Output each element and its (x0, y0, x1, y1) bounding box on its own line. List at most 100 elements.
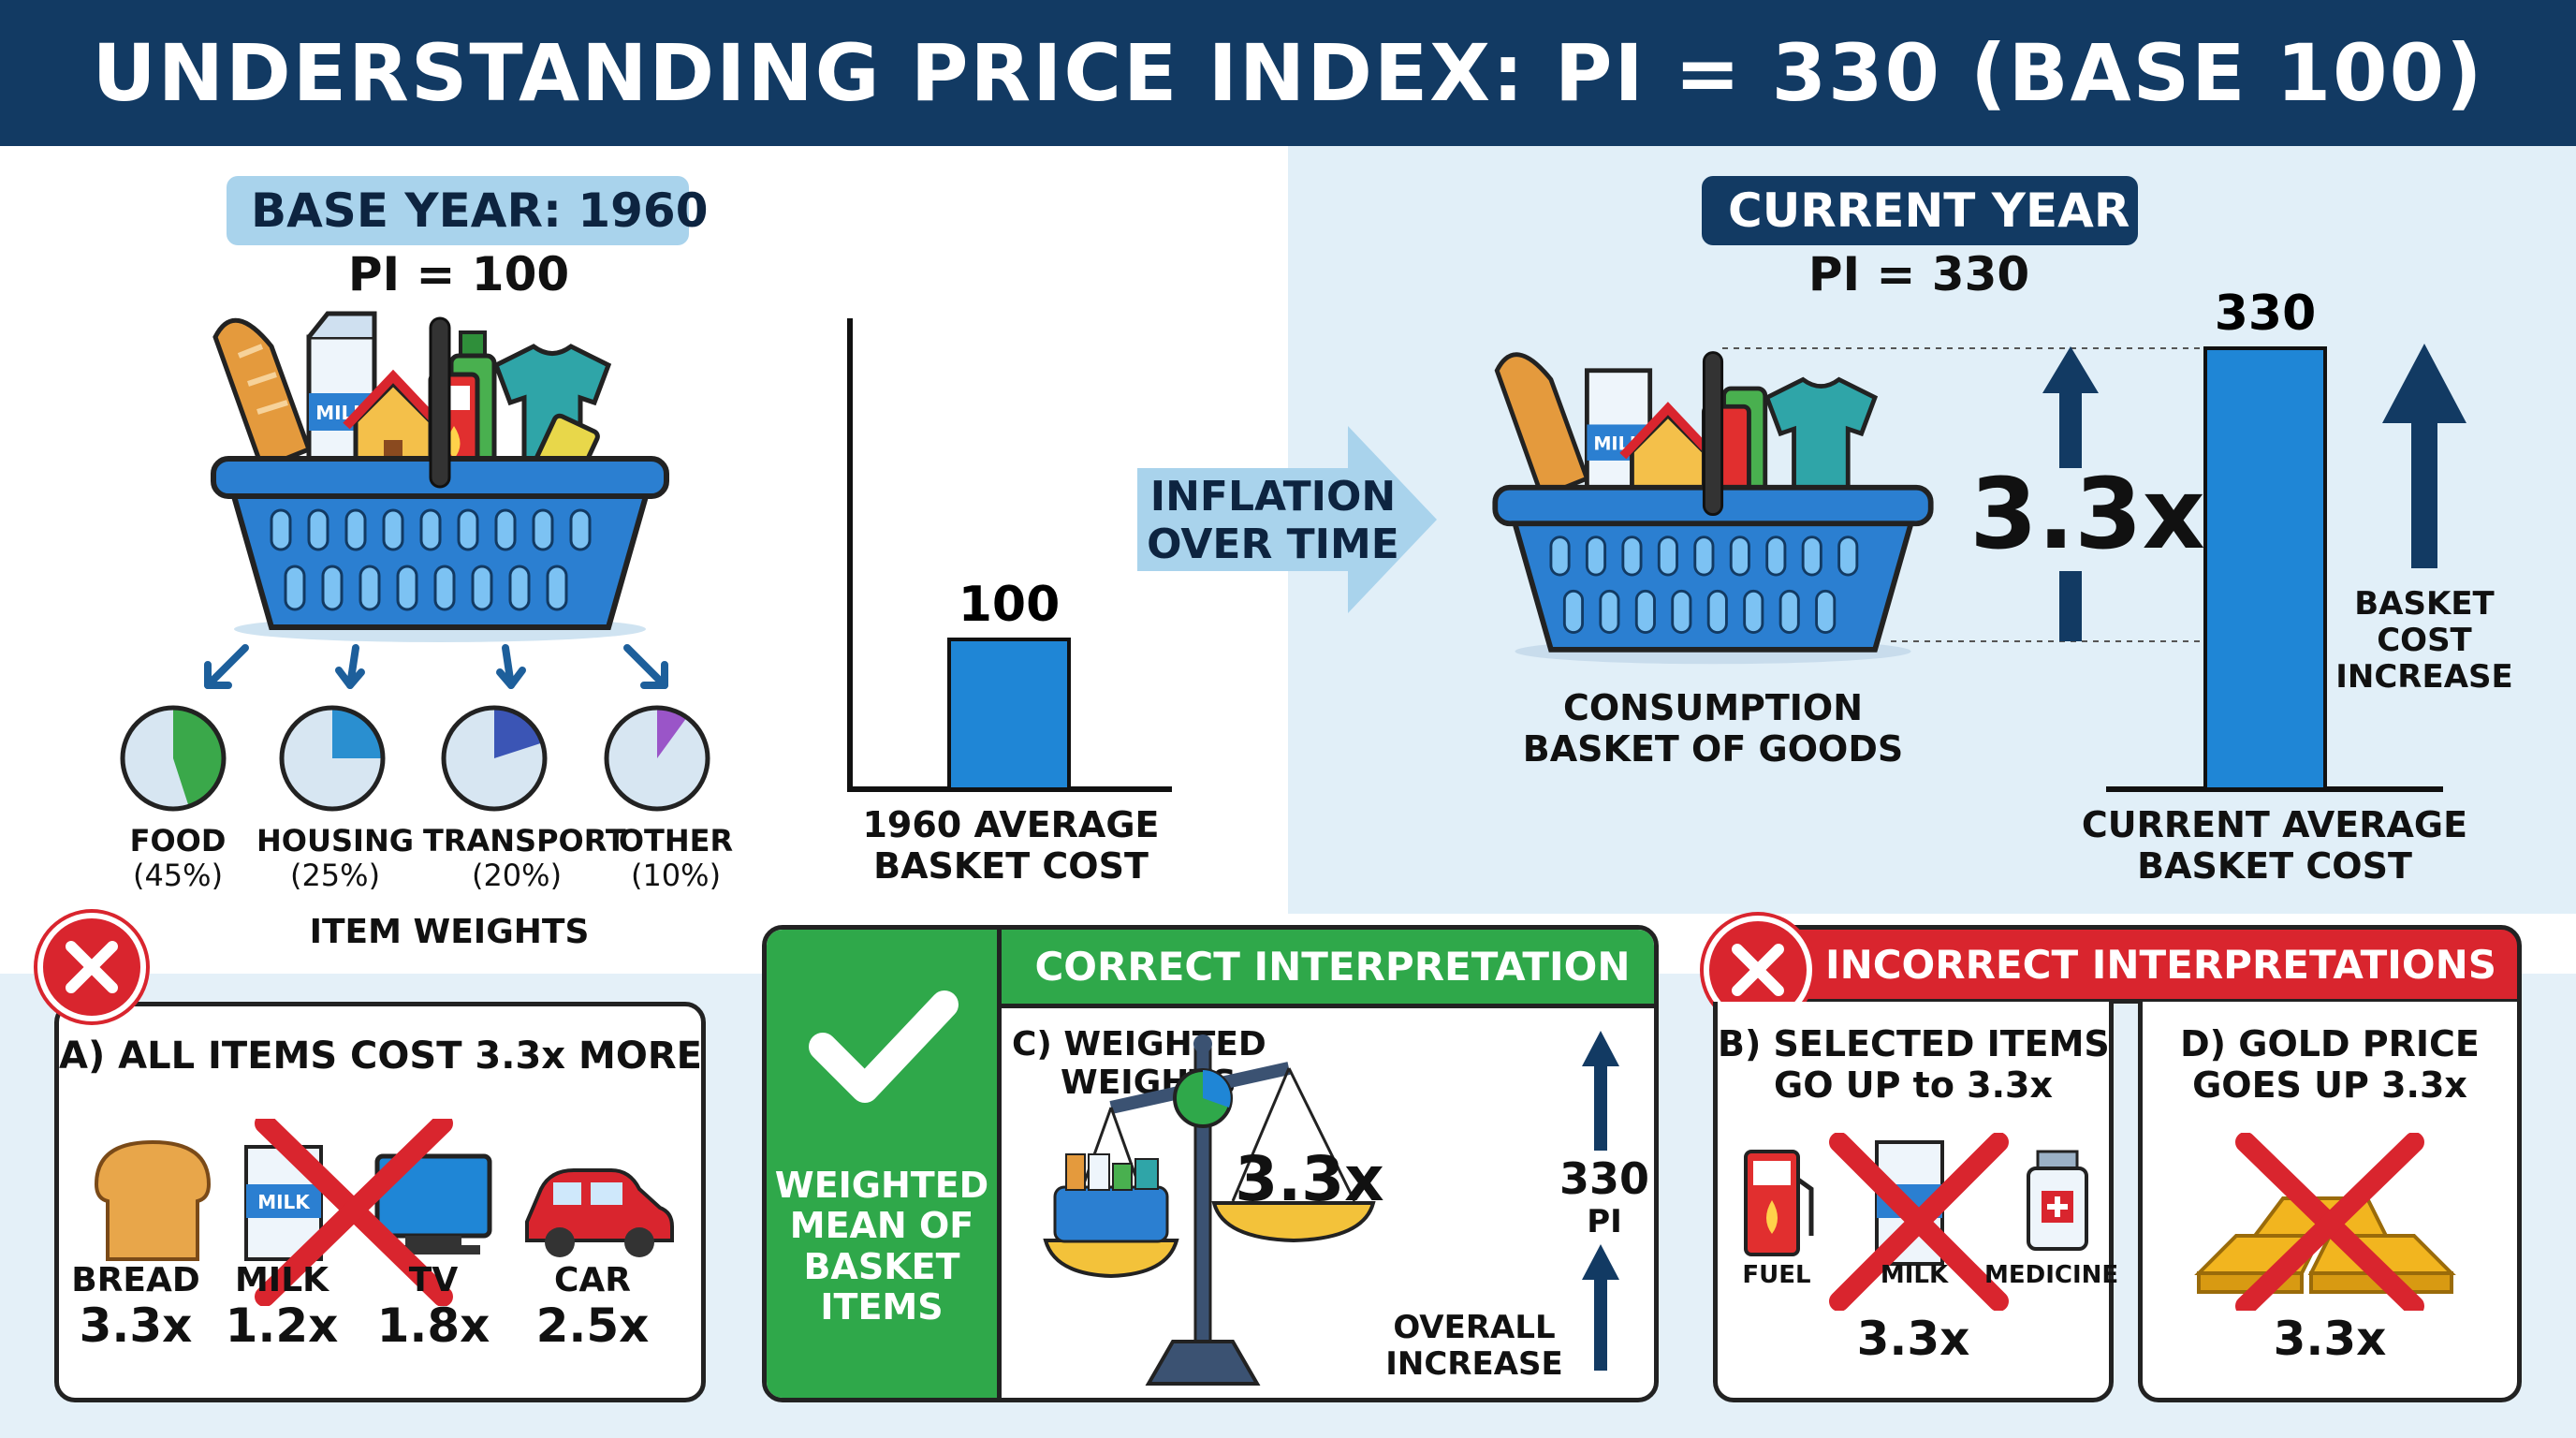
weight-pct: (10%) (630, 857, 722, 893)
weight-name: OTHER (618, 823, 734, 858)
milk-carton-label: MILK (257, 1191, 311, 1213)
divider (997, 1008, 1002, 1398)
pie-outline (120, 705, 227, 812)
b-line: B) SELECTED ITEMS (1718, 1023, 2110, 1064)
correct-side-bar (767, 930, 997, 1398)
item-mult: 2.5x (535, 1299, 650, 1354)
item-name: BREAD (71, 1261, 200, 1299)
item-name: TV (408, 1261, 459, 1299)
item-weight-pies (120, 705, 710, 812)
incorrect-header: INCORRECT INTERPRETATIONS (1750, 925, 2522, 1004)
b-line: GO UP to 3.3x (1774, 1064, 2053, 1106)
current-cost-bar (2203, 346, 2327, 791)
current-bar-value: 330 (2215, 286, 2317, 342)
cross-icon (255, 1119, 453, 1306)
pie-housing-icon (279, 705, 386, 812)
caption-line: CONSUMPTION (1562, 687, 1864, 728)
item-weights-title: ITEM WEIGHTS (309, 913, 590, 951)
arrow-down-right-icon (623, 644, 668, 689)
x-icon (1732, 944, 1784, 996)
inflation-line: OVER TIME (1147, 520, 1399, 568)
arrow-up-icon (1582, 1031, 1619, 1151)
weighted-mean-label: WEIGHTED MEAN OF BASKET ITEMS (767, 1165, 997, 1328)
basket-icon (211, 316, 669, 630)
scale-value: 3.3x (1235, 1143, 1384, 1215)
panel-a-all-items: A) ALL ITEMS COST 3.3x MORE MILK BREAD 3… (54, 1002, 706, 1402)
cross-icon (2235, 1133, 2424, 1311)
bread-icon (212, 317, 313, 472)
weight-label-food: FOOD (45%) (94, 824, 262, 893)
bread-icon (1494, 352, 1590, 500)
panel-a-title: A) ALL ITEMS COST 3.3x MORE (59, 1034, 702, 1078)
basket-caption: CONSUMPTION BASKET OF GOODS (1498, 687, 1928, 770)
b-value: 3.3x (1856, 1312, 1970, 1366)
pie-other-icon (604, 705, 710, 812)
pie-slice-other (657, 708, 687, 758)
mini-basket-icon (1053, 1185, 1169, 1243)
overall-line: INCREASE (1385, 1345, 1563, 1384)
cross-icon (1829, 1133, 2009, 1311)
weight-label-other: OTHER (10%) (610, 824, 741, 893)
current-year-background (1288, 146, 2576, 914)
caption-line: BASKET COST (873, 844, 1149, 887)
item-mult: 1.8x (376, 1299, 490, 1354)
current-pi-label: PI = 330 (1808, 247, 2030, 301)
overall-increase-label: OVERALL INCREASE (1381, 1309, 1568, 1384)
current-cost-chart: 330 (2106, 286, 2443, 792)
arrow-up-icon (2042, 346, 2099, 468)
item-car: CAR 2.5x (527, 1261, 658, 1354)
b-item-fuel: FUEL (1742, 1261, 1811, 1289)
pi-arrows (1582, 1031, 1619, 1371)
item-milk: MILK 1.2x (216, 1261, 347, 1354)
pie-outline (604, 705, 710, 812)
multiplier-arrow (1722, 346, 2209, 642)
fuel-pump-icon (1744, 1150, 1814, 1256)
arrow-down-left-icon (204, 644, 249, 689)
inflation-line: INFLATION (1149, 473, 1397, 521)
caption-line: BASKET OF GOODS (1522, 727, 1904, 770)
base-chart-caption: 1960 AVERAGE BASKET COST (842, 804, 1179, 887)
base-bar-value: 100 (959, 577, 1061, 633)
pie-outline (279, 705, 386, 812)
base-year-label: BASE YEAR: 1960 (227, 176, 709, 245)
panel-a-icons: MILK (94, 1119, 674, 1306)
panel-correct: WEIGHTED MEAN OF BASKET ITEMS CORRECT IN… (762, 925, 1659, 1402)
panel-d-icons (2194, 1133, 2456, 1311)
incorrect-header-text: INCORRECT INTERPRETATIONS (1824, 941, 2496, 988)
current-year-label: CURRENT YEAR (1702, 176, 2138, 245)
side-line: MEAN OF (789, 1205, 974, 1247)
pie-slice-food (173, 708, 224, 807)
basket-increase-arrow-icon (2382, 344, 2466, 568)
pi-value: 330 (1559, 1153, 1650, 1204)
c-line: C) WEIGHTED (1012, 1025, 1266, 1064)
basket-illustration-current: MILK (1492, 351, 1934, 665)
panel-b-title: B) SELECTED ITEMS GO UP to 3.3x (1718, 1023, 2110, 1106)
b-item-medicine: MEDICINE (1984, 1261, 2119, 1289)
weight-pct: (45%) (132, 857, 224, 893)
correct-header: CORRECT INTERPRETATION (997, 930, 1654, 1008)
caption-line: BASKET COST (2137, 844, 2412, 887)
weight-name: HOUSING (256, 823, 414, 858)
basket-illustration-base: MILK (211, 311, 669, 642)
weight-pct: (20%) (471, 857, 563, 893)
page-title: UNDERSTANDING PRICE INDEX: PI = 330 (BAS… (92, 27, 2484, 119)
item-bread: BREAD 3.3x (70, 1261, 201, 1354)
incorrect-badge-a (37, 913, 146, 1021)
pi-label: PI (1587, 1202, 1622, 1240)
panel-b-selected-items: B) SELECTED ITEMS GO UP to 3.3x FUEL MIL… (1713, 1002, 2119, 1402)
weight-label-housing: HOUSING (25%) (251, 824, 419, 893)
panel-d-gold-price: D) GOLD PRICE GOES UP 3.3x 3.3x (2138, 1002, 2522, 1402)
base-pi-label: PI = 100 (347, 247, 570, 301)
side-line: WEIGHTED (774, 1165, 989, 1206)
d-value: 3.3x (2273, 1312, 2387, 1366)
increase-line: COST (2377, 622, 2472, 660)
checkmark-icon (809, 990, 959, 1103)
item-name: CAR (553, 1261, 631, 1299)
overall-line: OVERALL (1393, 1309, 1556, 1346)
increase-line: BASKET (2354, 585, 2495, 623)
pie-outline (441, 705, 548, 812)
panel-d-title: D) GOLD PRICE GOES UP 3.3x (2143, 1023, 2517, 1106)
header-bar: UNDERSTANDING PRICE INDEX: PI = 330 (BAS… (0, 0, 2576, 146)
arrow-up-icon (1582, 1244, 1619, 1371)
weight-name: TRANSPORT (423, 823, 626, 858)
